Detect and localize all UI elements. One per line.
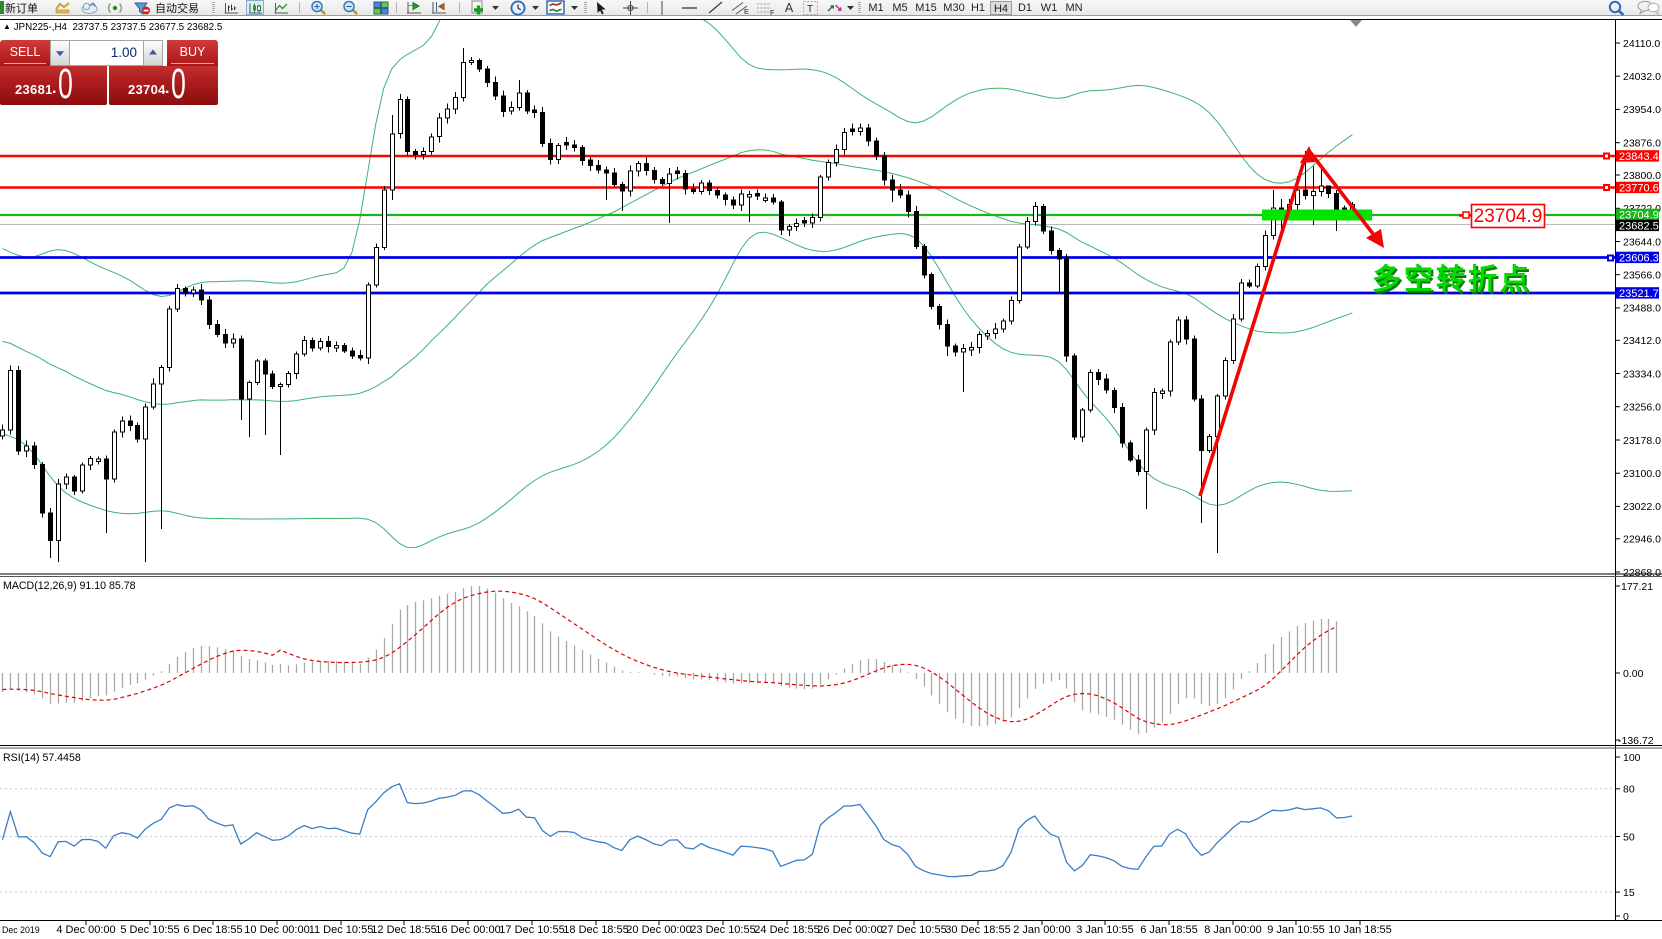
svg-text:23704.9: 23704.9 [1474, 206, 1543, 227]
svg-text:9 Jan 10:55: 9 Jan 10:55 [1267, 924, 1325, 936]
svg-text:8 Jan 00:00: 8 Jan 00:00 [1204, 924, 1262, 936]
svg-text:23566.0: 23566.0 [1623, 270, 1661, 282]
svg-text:23704.9: 23704.9 [1619, 210, 1659, 222]
svg-text:26 Dec 00:00: 26 Dec 00:00 [817, 924, 882, 936]
svg-text:27 Dec 10:55: 27 Dec 10:55 [881, 924, 946, 936]
svg-text:80: 80 [1623, 784, 1635, 796]
svg-text:20 Dec 00:00: 20 Dec 00:00 [626, 924, 691, 936]
svg-text:Dec 2019: Dec 2019 [2, 925, 40, 935]
svg-text:6 Jan 18:55: 6 Jan 18:55 [1140, 924, 1198, 936]
svg-text:16 Dec 00:00: 16 Dec 00:00 [435, 924, 500, 936]
svg-text:-136.72: -136.72 [1618, 735, 1654, 747]
svg-text:MACD(12,26,9) 91.10 85.78: MACD(12,26,9) 91.10 85.78 [3, 580, 136, 592]
svg-text:177.21: 177.21 [1621, 581, 1653, 593]
svg-text:30 Dec 18:55: 30 Dec 18:55 [945, 924, 1010, 936]
svg-text:23843.4: 23843.4 [1619, 151, 1659, 163]
svg-text:4 Dec 00:00: 4 Dec 00:00 [56, 924, 115, 936]
svg-text:6 Dec 18:55: 6 Dec 18:55 [183, 924, 242, 936]
svg-text:12 Dec 18:55: 12 Dec 18:55 [371, 924, 436, 936]
svg-text:23488.0: 23488.0 [1623, 303, 1661, 315]
svg-text:10 Jan 18:55: 10 Jan 18:55 [1328, 924, 1392, 936]
svg-text:23334.0: 23334.0 [1623, 368, 1661, 380]
svg-text:10 Dec 00:00: 10 Dec 00:00 [244, 924, 309, 936]
svg-text:22868.0: 22868.0 [1623, 567, 1661, 579]
svg-text:11 Dec 10:55: 11 Dec 10:55 [309, 924, 374, 936]
svg-text:23256.0: 23256.0 [1623, 402, 1661, 414]
svg-text:RSI(14) 57.4458: RSI(14) 57.4458 [3, 752, 81, 764]
svg-text:23682.5: 23682.5 [1619, 221, 1659, 233]
svg-text:24 Dec 18:55: 24 Dec 18:55 [754, 924, 819, 936]
svg-text:23 Dec 10:55: 23 Dec 10:55 [690, 924, 755, 936]
svg-text:24032.0: 24032.0 [1623, 71, 1661, 83]
svg-text:100: 100 [1623, 752, 1641, 764]
svg-text:多空转折点: 多空转折点 [1372, 262, 1532, 296]
svg-text:23100.0: 23100.0 [1623, 468, 1661, 480]
svg-text:23412.0: 23412.0 [1623, 335, 1661, 347]
svg-text:17 Dec 10:55: 17 Dec 10:55 [499, 924, 564, 936]
svg-text:0.00: 0.00 [1623, 668, 1644, 680]
svg-text:23178.0: 23178.0 [1623, 435, 1661, 447]
svg-text:23022.0: 23022.0 [1623, 501, 1661, 513]
svg-text:多空转折点: 多空转折点 [1374, 264, 1534, 298]
svg-text:F: F [770, 8, 775, 15]
svg-text:23954.0: 23954.0 [1623, 104, 1661, 116]
svg-text:23521.7: 23521.7 [1619, 288, 1659, 300]
svg-text:23644.0: 23644.0 [1623, 236, 1661, 248]
svg-text:23606.3: 23606.3 [1619, 253, 1659, 265]
svg-text:2 Jan 00:00: 2 Jan 00:00 [1013, 924, 1071, 936]
svg-text:23770.6: 23770.6 [1619, 183, 1659, 195]
svg-text:24110.0: 24110.0 [1623, 38, 1660, 50]
svg-text:E: E [744, 7, 749, 15]
svg-text:5 Dec 10:55: 5 Dec 10:55 [120, 924, 179, 936]
svg-text:T: T [807, 4, 813, 15]
svg-text:0: 0 [1623, 911, 1629, 923]
svg-text:18 Dec 18:55: 18 Dec 18:55 [563, 924, 628, 936]
svg-text:23800.0: 23800.0 [1623, 170, 1661, 182]
svg-text:22946.0: 22946.0 [1623, 534, 1661, 546]
svg-text:50: 50 [1623, 831, 1635, 843]
svg-text:3 Jan 10:55: 3 Jan 10:55 [1076, 924, 1134, 936]
svg-text:23876.0: 23876.0 [1623, 138, 1661, 150]
svg-text:15: 15 [1623, 887, 1635, 899]
